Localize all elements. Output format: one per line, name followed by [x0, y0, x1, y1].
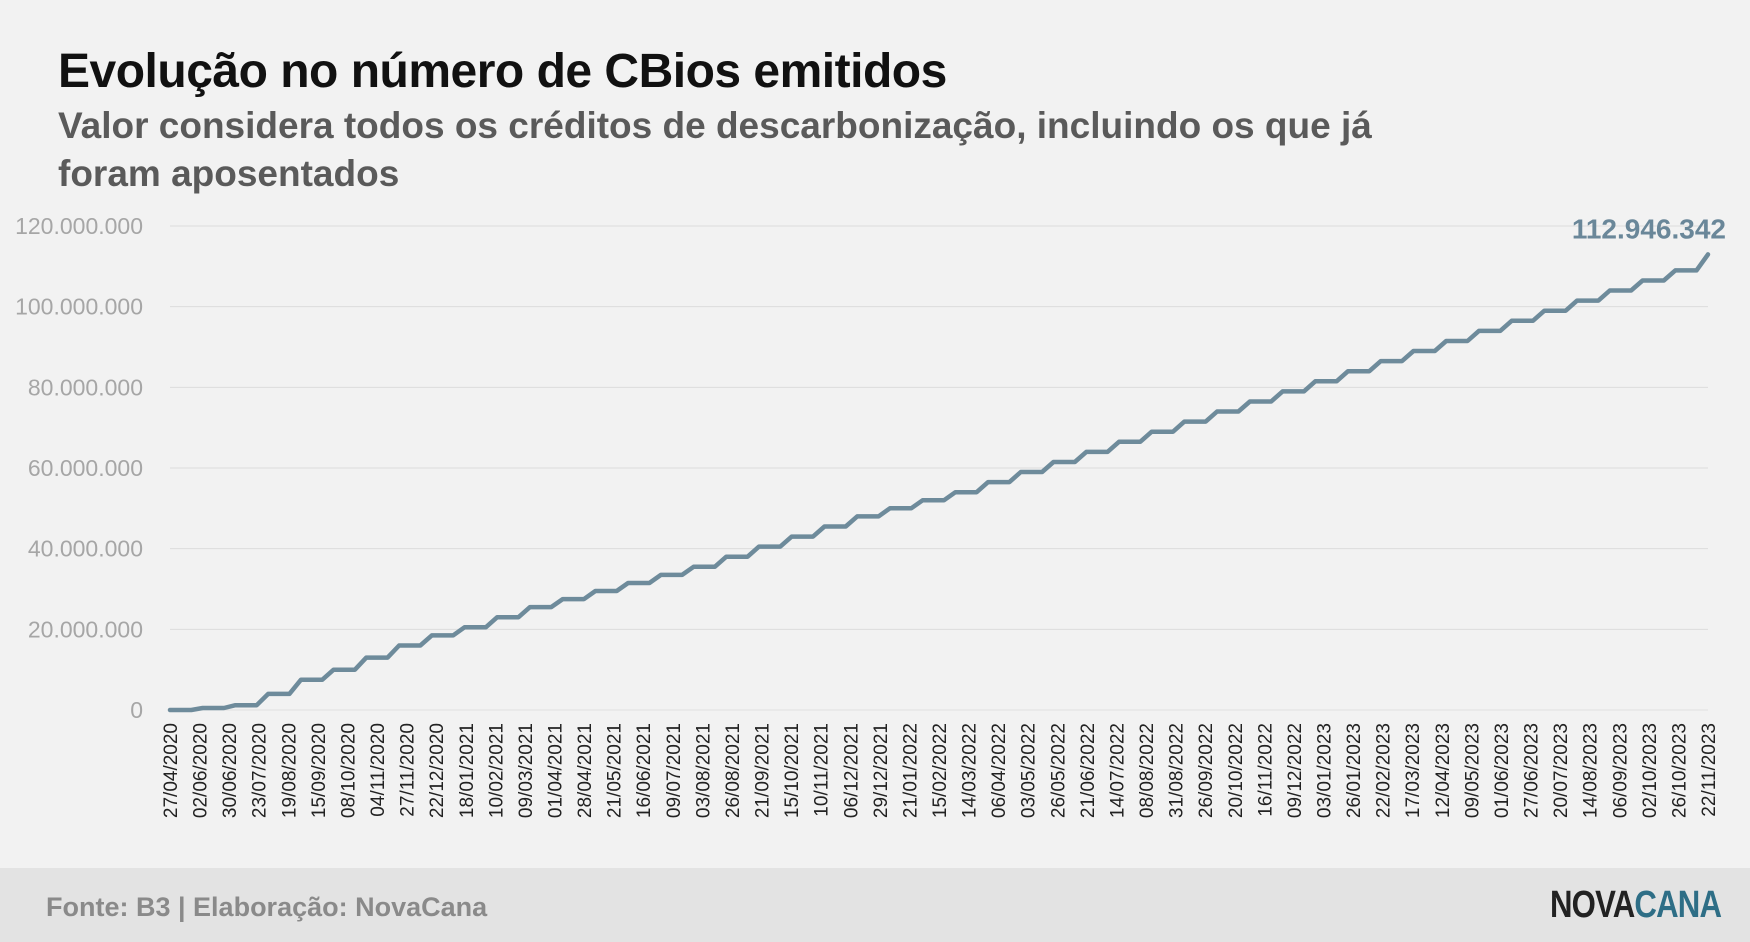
x-tick-label: 03/08/2021	[693, 723, 714, 818]
x-tick-label: 04/11/2020	[368, 723, 389, 817]
novacana-logo: NOVACANA	[1550, 884, 1722, 926]
x-tick-label: 21/01/2022	[900, 723, 921, 818]
x-tick-label: 26/09/2022	[1196, 723, 1217, 818]
x-tick-label: 14/08/2023	[1581, 723, 1602, 818]
x-tick-label: 20/10/2022	[1226, 723, 1247, 818]
x-tick-label: 21/09/2021	[753, 723, 774, 818]
x-tick-label: 03/05/2022	[1019, 723, 1040, 818]
x-tick-label: 26/10/2023	[1669, 723, 1690, 818]
x-tick-label: 09/12/2022	[1285, 723, 1306, 818]
x-tick-label: 10/11/2021	[812, 723, 833, 817]
line-chart: 0 20.000.000 40.000.000 60.000.000 80.000.00…	[15, 213, 1726, 818]
x-tick-label: 06/09/2023	[1610, 723, 1631, 818]
y-tick-label: 120.000.000	[15, 213, 143, 239]
x-tick-label: 26/08/2021	[723, 723, 744, 818]
x-tick-label: 26/01/2023	[1344, 723, 1365, 818]
x-tick-label: 22/12/2020	[427, 723, 448, 818]
x-tick-label: 20/07/2023	[1551, 723, 1572, 818]
x-tick-label: 14/03/2022	[960, 723, 981, 818]
x-tick-label: 28/04/2021	[575, 723, 596, 818]
x-tick-label: 03/01/2023	[1315, 723, 1336, 818]
x-tick-label: 17/03/2023	[1403, 723, 1424, 818]
x-tick-label: 27/11/2020	[398, 723, 419, 817]
x-tick-label: 02/06/2020	[191, 723, 212, 818]
x-tick-label: 31/08/2022	[1167, 723, 1188, 818]
y-tick-label: 40.000.000	[28, 536, 143, 562]
x-tick-label: 27/04/2020	[161, 723, 182, 818]
x-tick-label: 15/10/2021	[782, 723, 803, 818]
x-tick-label: 26/05/2022	[1048, 723, 1069, 818]
x-tick-label: 12/04/2023	[1433, 723, 1454, 818]
x-tick-label: 06/12/2021	[841, 723, 862, 818]
x-tick-label: 18/01/2021	[457, 723, 478, 818]
y-tick-label: 60.000.000	[28, 455, 143, 481]
x-tick-label: 15/09/2020	[309, 723, 330, 818]
y-tick-label: 20.000.000	[28, 616, 143, 642]
y-tick-label: 80.000.000	[28, 374, 143, 400]
x-tick-label: 09/07/2021	[664, 723, 685, 818]
x-tick-label: 19/08/2020	[279, 723, 300, 818]
series-line	[167, 252, 1711, 713]
x-tick-label: 10/02/2021	[486, 723, 507, 818]
x-tick-label: 29/12/2021	[871, 723, 892, 818]
last-value-label: 112.946.342	[1572, 213, 1726, 244]
x-tick-label: 23/07/2020	[250, 723, 271, 818]
x-tick-label: 14/07/2022	[1107, 723, 1128, 818]
x-tick-label: 30/06/2020	[220, 723, 241, 818]
x-tick-label: 09/03/2021	[516, 723, 537, 818]
x-tick-label: 21/06/2022	[1078, 723, 1099, 818]
x-tick-label: 27/06/2023	[1522, 723, 1543, 818]
x-tick-label: 08/08/2022	[1137, 723, 1158, 818]
chart-title: Evolução no número de CBios emitidos	[58, 45, 947, 98]
footer: Fonte: B3 | Elaboração: NovaCana NOVACAN…	[0, 868, 1750, 942]
x-tick-label: 16/06/2021	[634, 723, 655, 818]
x-tick-label: 01/04/2021	[546, 723, 567, 818]
x-tick-label: 21/05/2021	[605, 723, 626, 818]
x-tick-label: 09/05/2023	[1462, 723, 1483, 818]
x-tick-label: 22/02/2023	[1374, 723, 1395, 818]
x-tick-label: 15/02/2022	[930, 723, 951, 818]
source-credit: Fonte: B3 | Elaboração: NovaCana	[46, 892, 488, 922]
x-tick-label: 06/04/2022	[989, 723, 1010, 818]
chart-subtitle: Valor considera todos os créditos de des…	[58, 105, 1372, 194]
x-tick-label: 02/10/2023	[1640, 723, 1661, 818]
x-tick-label: 08/10/2020	[338, 723, 359, 818]
x-tick-label: 22/11/2023	[1699, 723, 1720, 817]
y-tick-label: 100.000.000	[15, 294, 143, 320]
x-tick-label: 01/06/2023	[1492, 723, 1513, 818]
y-tick-label: 0	[130, 697, 143, 723]
x-tick-label: 16/11/2022	[1255, 723, 1276, 817]
